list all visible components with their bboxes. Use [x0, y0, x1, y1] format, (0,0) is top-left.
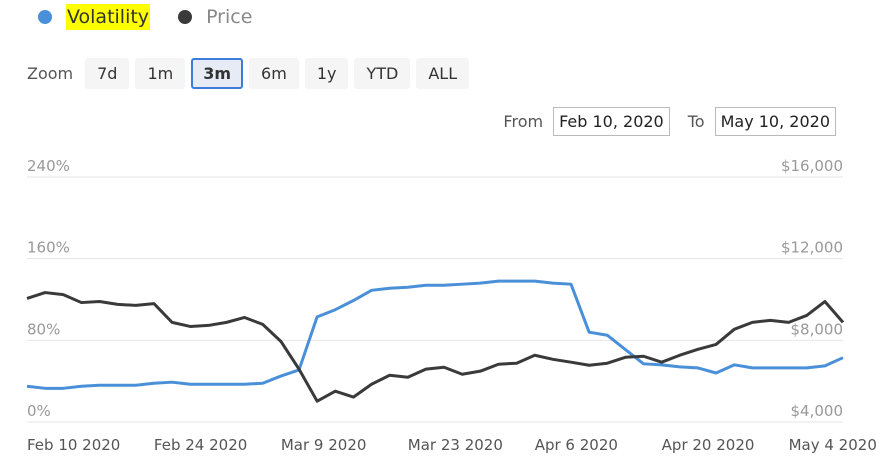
to-input[interactable]: May 10, 2020 [714, 107, 836, 136]
zoom-button[interactable]: 6m [249, 58, 299, 89]
x-tick-label: Mar 23 2020 [408, 436, 503, 454]
y-tick-label: 160% [27, 239, 70, 257]
zoom-label: Zoom [27, 64, 74, 83]
y2-tick-label: $12,000 [781, 239, 843, 257]
legend-label: Price [206, 6, 253, 28]
from-label: From [503, 112, 544, 131]
zoom-button[interactable]: ALL [416, 58, 470, 89]
x-tick-label: May 4 2020 [789, 436, 876, 454]
zoom-button[interactable]: YTD [354, 58, 411, 89]
zoom-button[interactable]: 1m [135, 58, 186, 89]
y-tick-label: 80% [27, 320, 60, 338]
to-label: To [687, 112, 705, 131]
zoom-bar: Zoom 7d 1m 3m 6m 1y YTD ALL [27, 58, 470, 89]
line [26, 279, 844, 390]
x-tick-label: Mar 9 2020 [281, 436, 367, 454]
zoom-button[interactable]: 7d [85, 58, 130, 89]
date-range: From Feb 10, 2020 To May 10, 2020 [503, 107, 844, 136]
legend-item[interactable]: Volatility [38, 4, 151, 30]
y-tick-label: 0% [27, 402, 51, 420]
from-input[interactable]: Feb 10, 2020 [553, 107, 670, 136]
x-tick-label: Feb 10 2020 [27, 436, 120, 454]
y2-tick-label: $4,000 [791, 402, 844, 420]
x-tick-label: Feb 24 2020 [154, 436, 247, 454]
y2-tick-label: $16,000 [781, 157, 843, 175]
legend-swatch [38, 10, 52, 24]
y-tick-label: 240% [27, 157, 70, 175]
x-tick-label: Apr 6 2020 [535, 436, 618, 454]
legend-label: Volatility [66, 4, 151, 30]
legend-swatch [178, 10, 193, 24]
legend-item[interactable]: Price [178, 4, 252, 30]
y2-tick-label: $8,000 [791, 320, 844, 338]
x-tick-label: Apr 20 2020 [662, 436, 755, 454]
zoom-button[interactable]: 3m [191, 58, 244, 89]
line [26, 291, 845, 403]
legend: Volatility Price [38, 4, 252, 30]
zoom-button[interactable]: 1y [304, 58, 349, 89]
